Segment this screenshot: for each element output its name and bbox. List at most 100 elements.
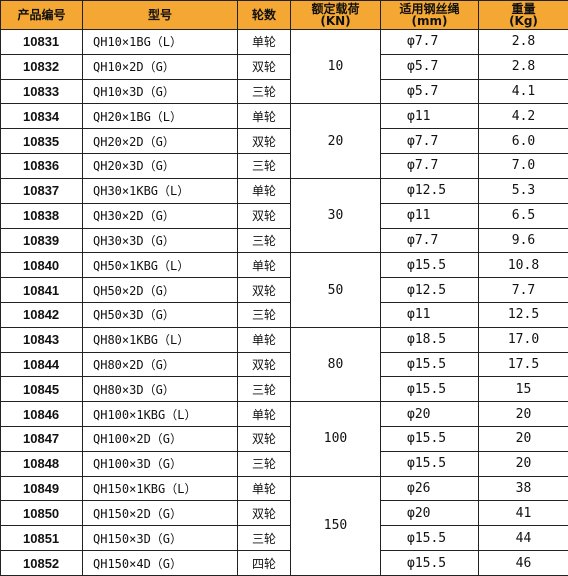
weight: 12.5 [478, 301, 568, 328]
wheel-count: 单轮 [237, 401, 291, 427]
product-code: 10836 [0, 153, 83, 179]
table-row: 10836 QH20×3D（G） 三轮 φ7.7 7.0 [0, 153, 568, 179]
header-text: (mm) [411, 14, 448, 28]
weight: 6.5 [478, 202, 568, 229]
table-row: 10831 QH10×1BG（L） 单轮 10 φ7.7 2.8 [0, 28, 568, 105]
product-code: 10831 [0, 29, 83, 55]
header-cell: 适用钢丝绳 (mm) [380, 0, 479, 30]
header-text: (Kg) [509, 14, 538, 28]
rope-size: φ11 [380, 301, 479, 328]
model: QH150×3D（G） [82, 525, 238, 552]
rope-size: φ18.5 [380, 326, 479, 353]
wheel-count: 双轮 [237, 128, 291, 155]
rope-size: φ20 [380, 500, 479, 527]
rope-size: φ5.7 [380, 53, 479, 80]
wheel-count: 双轮 [237, 351, 291, 378]
weight: 17.5 [478, 351, 568, 378]
table-row: 10842 QH50×3D（G） 三轮 φ11 12.5 [0, 301, 568, 328]
wheel-count: 三轮 [237, 450, 291, 477]
table-row: 10847 QH100×2D（G） 双轮 φ15.5 20 [0, 426, 568, 452]
product-code: 10852 [0, 550, 83, 576]
model: QH100×1KBG（L） [82, 401, 238, 427]
weight: 6.0 [478, 128, 568, 155]
table-row: 10849 QH150×1KBG（L） 单轮 150 φ26 38 [0, 475, 568, 576]
weight: 20 [478, 450, 568, 477]
weight: 5.3 [478, 177, 568, 204]
product-code: 10838 [0, 202, 83, 229]
rope-size: φ15.5 [380, 376, 479, 403]
rope-size: φ26 [380, 475, 479, 502]
wheel-count: 三轮 [237, 301, 291, 328]
product-code: 10849 [0, 475, 83, 502]
table-row: 10844 QH80×2D（G） 双轮 φ15.5 17.5 [0, 351, 568, 378]
table-row: 10851 QH150×3D（G） 三轮 φ15.5 44 [0, 525, 568, 552]
rope-size: φ11 [380, 103, 479, 130]
wheel-count: 双轮 [237, 500, 291, 527]
table-row: 10838 QH30×2D（G） 双轮 φ11 6.5 [0, 202, 568, 229]
weight: 7.0 [478, 153, 568, 179]
product-code: 10843 [0, 326, 83, 353]
table-row: 10841 QH50×2D（G） 双轮 φ12.5 7.7 [0, 277, 568, 303]
product-code: 10844 [0, 351, 83, 378]
header-cell: 轮数 [237, 0, 291, 30]
weight: 7.7 [478, 277, 568, 303]
wheel-count: 单轮 [237, 475, 291, 502]
product-code: 10834 [0, 103, 83, 130]
table-row: 10832 QH10×2D（G） 双轮 φ5.7 2.8 [0, 53, 568, 80]
product-code: 10840 [0, 252, 83, 279]
model: QH20×2D（G） [82, 128, 238, 155]
weight: 46 [478, 550, 568, 576]
weight: 10.8 [478, 252, 568, 279]
model: QH150×4D（G） [82, 550, 238, 576]
model: QH50×1KBG（L） [82, 252, 238, 279]
rope-size: φ15.5 [380, 450, 479, 477]
table-row: 10846 QH100×1KBG（L） 单轮 100 φ20 20 [0, 401, 568, 477]
weight: 9.6 [478, 227, 568, 254]
wheel-count: 单轮 [237, 29, 291, 55]
model: QH80×3D（G） [82, 376, 238, 403]
model: QH80×2D（G） [82, 351, 238, 378]
rated-load: 10 [290, 28, 381, 105]
rope-size: φ15.5 [380, 525, 479, 552]
product-code: 10851 [0, 525, 83, 552]
rope-size: φ15.5 [380, 426, 479, 452]
table-row: 10845 QH80×3D（G） 三轮 φ15.5 15 [0, 376, 568, 403]
header-text: 型号 [147, 8, 172, 22]
model: QH80×1KBG（L） [82, 326, 238, 353]
header-text: 产品编号 [17, 8, 66, 22]
model: QH50×2D（G） [82, 277, 238, 303]
wheel-count: 双轮 [237, 53, 291, 80]
rated-load: 100 [290, 401, 381, 477]
wheel-count: 双轮 [237, 426, 291, 452]
model: QH50×3D（G） [82, 301, 238, 328]
product-code: 10832 [0, 53, 83, 80]
wheel-count: 三轮 [237, 525, 291, 552]
weight: 41 [478, 500, 568, 527]
header-text: 适用钢丝绳 [399, 2, 460, 16]
wheel-count: 双轮 [237, 202, 291, 229]
product-code: 10842 [0, 301, 83, 328]
rope-size: φ12.5 [380, 277, 479, 303]
header-text: 额定载荷 [311, 2, 360, 16]
header-text: 轮数 [251, 8, 276, 22]
rated-load: 50 [290, 252, 381, 328]
table-row: 10839 QH30×3D（G） 三轮 φ7.7 9.6 [0, 227, 568, 254]
model: QH10×2D（G） [82, 53, 238, 80]
header-cell: 重量 (Kg) [478, 0, 568, 30]
product-code: 10847 [0, 426, 83, 452]
wheel-count: 单轮 [237, 177, 291, 204]
table-row: 10834 QH20×1BG（L） 单轮 20 φ11 4.2 [0, 103, 568, 179]
rated-load: 80 [290, 326, 381, 403]
product-code: 10841 [0, 277, 83, 303]
wheel-count: 三轮 [237, 153, 291, 179]
product-code: 10839 [0, 227, 83, 254]
rated-load: 150 [290, 475, 381, 576]
weight: 4.2 [478, 103, 568, 130]
rope-size: φ12.5 [380, 177, 479, 204]
table-row: 10835 QH20×2D（G） 双轮 φ7.7 6.0 [0, 128, 568, 155]
table-row: 10852 QH150×4D（G） 四轮 φ15.5 46 [0, 550, 568, 576]
table-row: 10843 QH80×1KBG（L） 单轮 80 φ18.5 17.0 [0, 326, 568, 403]
rope-size: φ7.7 [380, 153, 479, 179]
model: QH10×1BG（L） [82, 29, 238, 55]
